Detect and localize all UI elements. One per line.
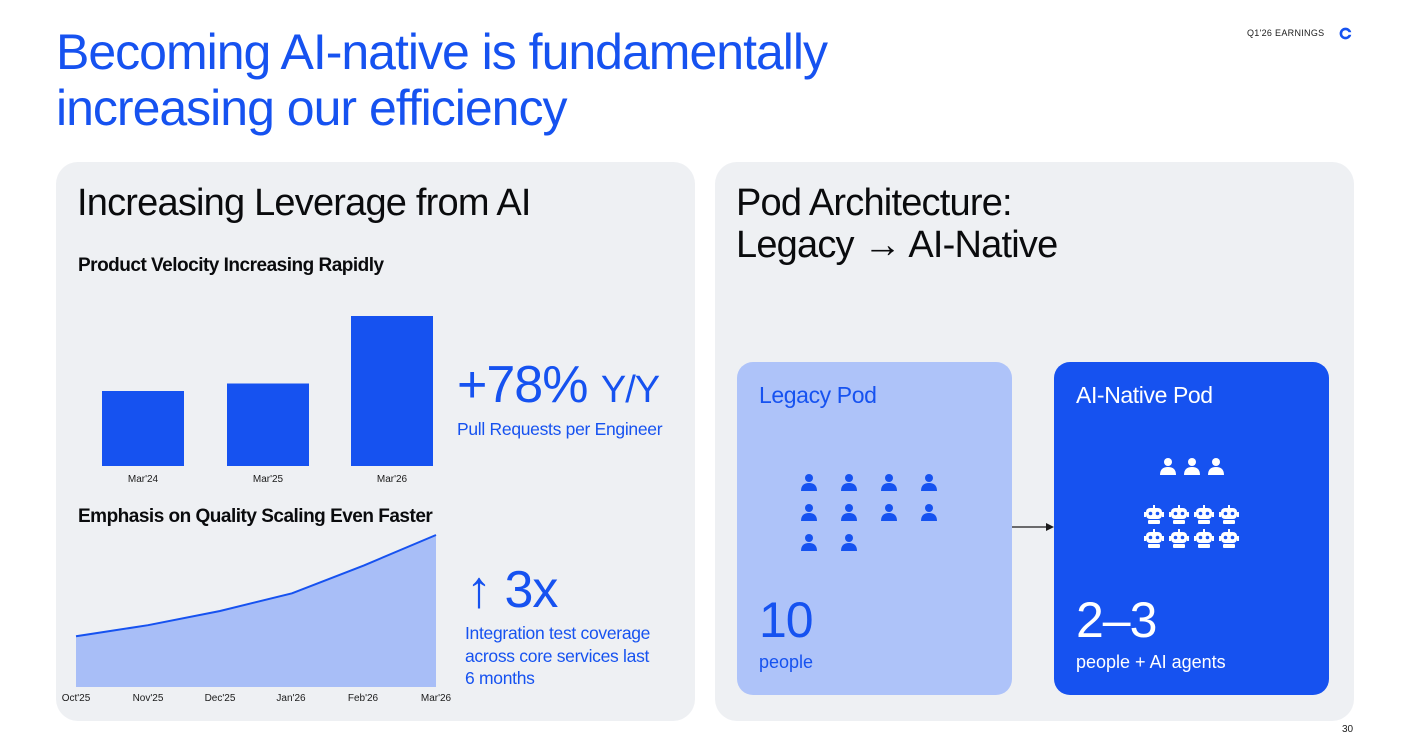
ai-pod-count: 2–3 (1076, 592, 1157, 648)
ai-pod-label: AI-Native Pod (1076, 382, 1213, 408)
quality-stat-desc-line-3: 6 months (465, 668, 535, 688)
robot-icon (1144, 529, 1164, 548)
quality-stat-desc-line-1: Integration test coverage (465, 623, 651, 643)
person-icon (841, 534, 857, 551)
ai-pod-members (1144, 458, 1239, 548)
velocity-bar-chart: Mar'24 Mar'25 Mar'26 (102, 316, 433, 485)
area-line (75, 534, 437, 638)
quality-stat-value: 3x (504, 561, 558, 619)
legacy-pod-people (801, 474, 937, 551)
pod-panel-title-line-1: Pod Architecture: (736, 182, 1013, 224)
coinbase-c-icon (1339, 27, 1352, 40)
ai-native-pod-card: AI-Native Pod 2–3 people + AI agents (1054, 362, 1329, 695)
pod-panel-title-line-2: Legacy → AI-Native (736, 224, 1058, 266)
robot-icon (1194, 505, 1214, 524)
area-tick-label-0: Oct'25 (62, 693, 91, 704)
area-tick-label-5: Mar'26 (421, 693, 452, 704)
bar-0 (102, 391, 184, 466)
person-icon (881, 504, 897, 521)
pod-panel-title: Pod Architecture: Legacy → AI-Native (736, 182, 1058, 266)
quality-stat: ↑ 3x (466, 561, 558, 619)
bar-tick-label-2: Mar'26 (377, 474, 408, 485)
arrow-right-icon (1012, 523, 1054, 531)
robot-icon (1144, 505, 1164, 524)
leverage-panel-title: Increasing Leverage from AI (77, 182, 531, 224)
person-icon (881, 474, 897, 491)
bar-tick-label-0: Mar'24 (128, 474, 159, 485)
robot-icon (1219, 505, 1239, 524)
page-title-line-2: increasing our efficiency (56, 80, 567, 136)
person-icon (921, 504, 937, 521)
person-icon (1184, 458, 1200, 475)
robot-icon (1219, 529, 1239, 548)
quality-stat-desc: Integration test coverage across core se… (465, 622, 650, 690)
legacy-pod-count: 10 (759, 592, 814, 648)
bar-1 (227, 383, 309, 466)
legacy-pod-card: Legacy Pod 10 people (737, 362, 1012, 695)
area-tick-label-4: Feb'26 (348, 693, 379, 704)
area-tick-label-1: Nov'25 (133, 693, 164, 704)
area-tick-label-2: Dec'25 (205, 693, 236, 704)
legacy-pod-label: Legacy Pod (759, 382, 877, 408)
ai-pod-desc: people + AI agents (1076, 652, 1226, 672)
person-icon (1160, 458, 1176, 475)
legacy-pod-desc: people (759, 652, 814, 672)
person-icon (921, 474, 937, 491)
person-icon (801, 474, 817, 491)
report-tag: Q1'26 EARNINGS (1247, 28, 1325, 38)
person-icon (841, 504, 857, 521)
bar-tick-label-1: Mar'25 (253, 474, 284, 485)
velocity-stat: +78% Y/Y (457, 356, 660, 418)
quality-area-chart: Oct'25 Nov'25 Dec'25 Jan'26 Feb'26 Mar'26 (62, 534, 452, 704)
page-title: Becoming AI-native is fundamentally incr… (56, 24, 828, 136)
velocity-subtitle: Product Velocity Increasing Rapidly (78, 255, 384, 276)
velocity-stat-value: +78% (457, 356, 588, 414)
leverage-panel: Increasing Leverage from AI Product Velo… (56, 162, 695, 721)
quality-stat-desc-line-2: across core services last (465, 645, 650, 666)
page-title-line-1: Becoming AI-native is fundamentally (56, 24, 828, 80)
robot-icon (1169, 505, 1189, 524)
person-icon (1208, 458, 1224, 475)
person-icon (801, 534, 817, 551)
robot-icon (1169, 529, 1189, 548)
area-tick-label-3: Jan'26 (276, 693, 306, 704)
velocity-stat-suffix: Y/Y (600, 369, 660, 411)
quality-stat-arrow-icon: ↑ (466, 561, 492, 619)
robot-icon (1194, 529, 1214, 548)
person-icon (841, 474, 857, 491)
quality-subtitle: Emphasis on Quality Scaling Even Faster (78, 506, 433, 527)
bar-2 (351, 316, 433, 466)
person-icon (801, 504, 817, 521)
velocity-stat-desc: Pull Requests per Engineer (457, 419, 663, 439)
page-number: 30 (1342, 724, 1354, 735)
